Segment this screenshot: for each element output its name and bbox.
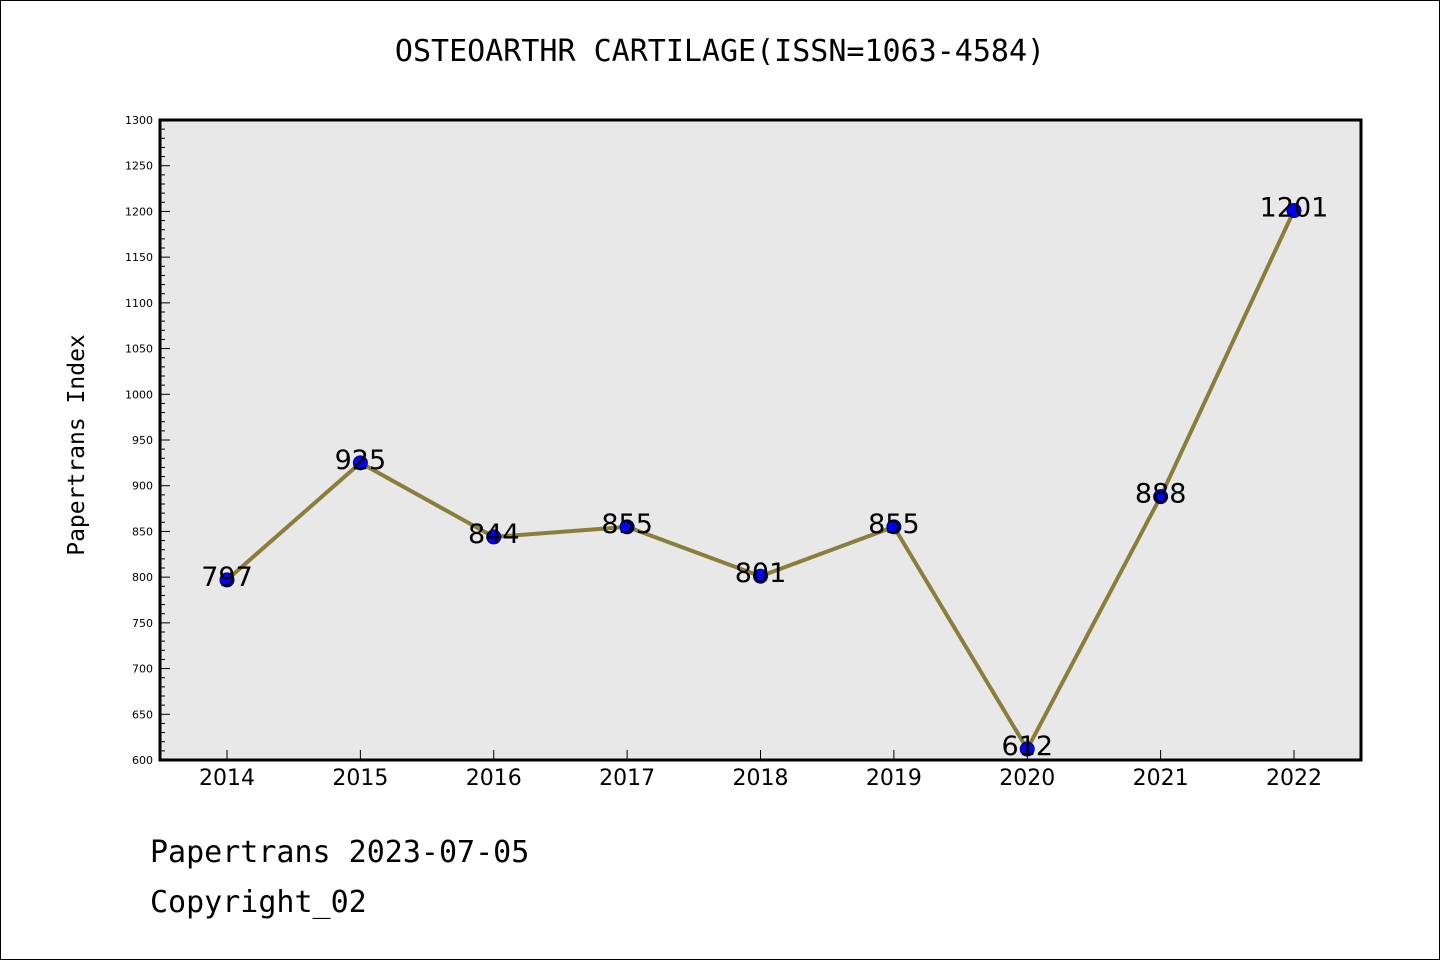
- x-tick-label: 2015: [332, 766, 388, 791]
- y-axis-label: Papertrans Index: [64, 334, 90, 556]
- chart-title: OSTEOARTHR CARTILAGE(ISSN=1063-4584): [394, 34, 1046, 69]
- y-tick-label: 1300: [125, 114, 153, 127]
- data-points: [219, 203, 1302, 757]
- plot-area: [160, 120, 1361, 760]
- x-tick-label: 2017: [599, 766, 655, 791]
- data-point-marker: [352, 455, 368, 471]
- footer-date: Papertrans 2023-07-05: [150, 835, 530, 870]
- data-point-marker: [886, 519, 902, 535]
- data-point-marker: [753, 568, 768, 584]
- y-tick-label: 1150: [125, 251, 153, 264]
- y-axis: 600 650 700 750 800 850 900 950 1000 1050 1100 1150…: [125, 114, 170, 767]
- data-label: 797: [201, 562, 253, 593]
- data-label: 855: [868, 509, 920, 540]
- data-label: 844: [468, 519, 520, 550]
- data-point-marker: [1019, 741, 1035, 757]
- x-tick-label: 2020: [999, 766, 1055, 791]
- y-tick-label: 1100: [125, 297, 153, 310]
- y-tick-label: 650: [132, 708, 153, 721]
- data-point-marker: [1286, 203, 1302, 219]
- x-tick-label: 2014: [199, 766, 255, 791]
- x-tick-label: 2021: [1133, 766, 1189, 791]
- y-tick-label: 1200: [125, 205, 153, 218]
- y-tick-label: 900: [132, 480, 153, 493]
- data-labels: 797 925 844 855 801 855 612 888 1201: [201, 193, 1328, 763]
- x-tick-label: 2018: [733, 766, 789, 791]
- data-label: 855: [601, 509, 653, 540]
- data-point-marker: [486, 529, 502, 545]
- x-tick-label: 2019: [866, 766, 922, 791]
- data-label: 801: [735, 558, 787, 589]
- data-point-marker: [1153, 489, 1169, 505]
- x-tick-label: 2016: [466, 766, 522, 791]
- data-point-marker: [619, 519, 635, 535]
- data-label: 888: [1135, 479, 1187, 510]
- y-tick-label: 800: [132, 571, 153, 584]
- y-tick-label: 850: [132, 525, 153, 538]
- data-point-marker: [219, 572, 235, 588]
- y-tick-label: 1000: [125, 388, 153, 401]
- y-tick-label: 1050: [125, 343, 153, 356]
- x-axis: 2014 2015 2016 2017 2018 2019 2020 2021 2022: [199, 750, 1322, 791]
- x-tick-label: 2022: [1266, 766, 1322, 791]
- data-label: 1201: [1260, 193, 1329, 224]
- y-tick-label: 750: [132, 617, 153, 630]
- y-tick-label: 1250: [125, 160, 153, 173]
- data-label: 925: [335, 445, 387, 476]
- plot-border: [158, 118, 1363, 762]
- y-tick-label: 600: [132, 754, 153, 767]
- y-tick-label: 950: [132, 434, 153, 447]
- y-tick-label: 700: [132, 663, 153, 676]
- data-label: 612: [1001, 731, 1053, 762]
- footer-copyright: Copyright_02: [150, 885, 367, 920]
